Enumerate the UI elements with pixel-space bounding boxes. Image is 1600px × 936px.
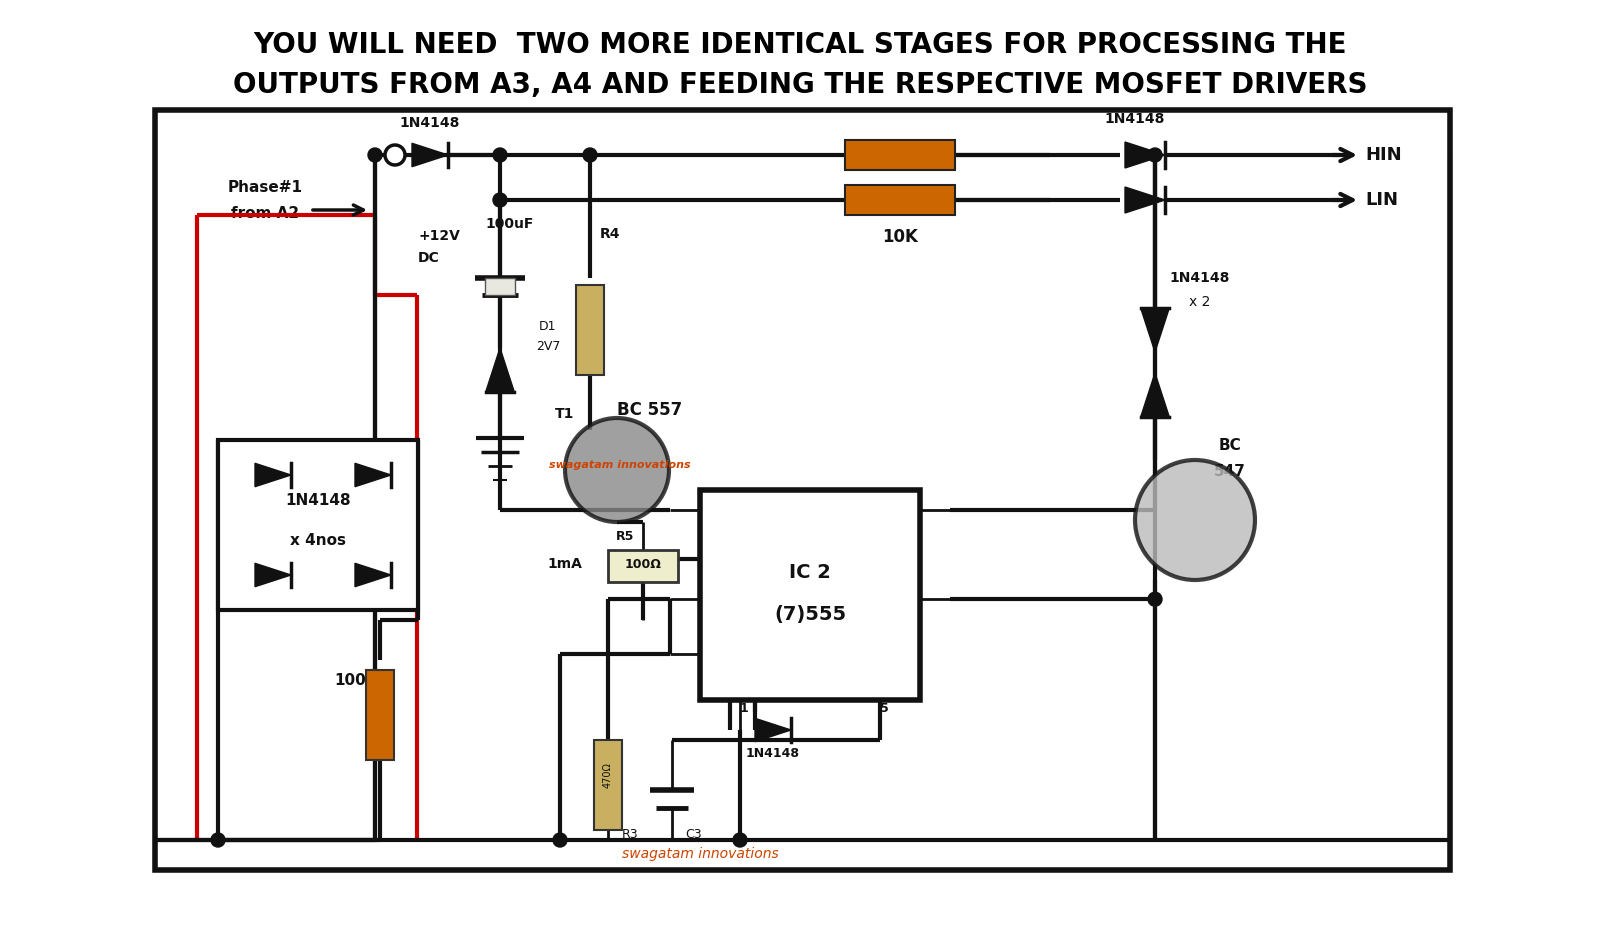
Text: 1mA: 1mA: [547, 557, 582, 571]
Text: 10K: 10K: [882, 183, 918, 201]
Polygon shape: [355, 563, 390, 587]
Text: 8: 8: [902, 492, 910, 505]
Polygon shape: [486, 348, 514, 392]
Text: swagatam innovations: swagatam innovations: [549, 460, 691, 470]
Text: 2V7: 2V7: [536, 340, 560, 353]
Text: YOU WILL NEED  TWO MORE IDENTICAL STAGES FOR PROCESSING THE: YOU WILL NEED TWO MORE IDENTICAL STAGES …: [253, 31, 1347, 59]
Bar: [845, 185, 955, 215]
Text: 1N4148: 1N4148: [1170, 271, 1230, 285]
Text: x 4nos: x 4nos: [290, 534, 346, 548]
Text: 100Ω: 100Ω: [624, 558, 661, 571]
Text: 4: 4: [707, 492, 717, 505]
Bar: [155, 110, 1450, 870]
Text: Phase#1: Phase#1: [227, 180, 302, 195]
Circle shape: [1134, 460, 1254, 580]
Circle shape: [211, 833, 226, 847]
Text: BC 557: BC 557: [618, 401, 683, 419]
Polygon shape: [1141, 308, 1170, 352]
Text: DC: DC: [418, 251, 440, 265]
Text: 1N4148: 1N4148: [746, 747, 800, 760]
Text: R4: R4: [600, 227, 621, 241]
Polygon shape: [1125, 142, 1165, 168]
Circle shape: [582, 148, 597, 162]
Text: T1: T1: [555, 407, 574, 421]
Bar: [594, 740, 622, 830]
Text: 1N4148: 1N4148: [285, 492, 350, 507]
Text: OUTPUTS FROM A3, A4 AND FEEDING THE RESPECTIVE MOSFET DRIVERS: OUTPUTS FROM A3, A4 AND FEEDING THE RESP…: [232, 71, 1368, 99]
Bar: [701, 490, 920, 700]
Text: 547: 547: [1214, 464, 1246, 479]
Polygon shape: [355, 463, 390, 487]
Polygon shape: [755, 718, 790, 741]
Text: x 2: x 2: [1189, 295, 1211, 309]
Polygon shape: [1125, 187, 1165, 213]
Text: R3: R3: [622, 828, 638, 841]
Circle shape: [386, 145, 405, 165]
Text: from A2: from A2: [230, 206, 299, 221]
Text: swagatam innovations: swagatam innovations: [622, 847, 778, 861]
Text: HIN: HIN: [1365, 146, 1402, 164]
Circle shape: [1149, 148, 1162, 162]
Text: 6: 6: [707, 579, 717, 592]
Bar: [366, 670, 394, 760]
Circle shape: [1149, 592, 1162, 607]
Text: D1: D1: [539, 320, 557, 333]
Circle shape: [733, 833, 747, 847]
Text: 7: 7: [707, 539, 717, 552]
Bar: [218, 440, 418, 610]
Text: 2: 2: [707, 634, 717, 647]
Circle shape: [565, 418, 669, 522]
Text: R5: R5: [616, 530, 634, 543]
Text: +12V: +12V: [418, 229, 459, 243]
Text: LIN: LIN: [1365, 191, 1398, 209]
Polygon shape: [1141, 373, 1170, 417]
Circle shape: [493, 148, 507, 162]
Text: 5: 5: [880, 702, 888, 715]
Text: 470Ω: 470Ω: [603, 762, 613, 788]
Text: IC 2: IC 2: [789, 563, 830, 582]
Text: C3: C3: [686, 828, 702, 841]
Text: 3: 3: [902, 579, 910, 592]
Text: 100uF: 100uF: [486, 217, 534, 231]
Text: 100k: 100k: [334, 673, 376, 688]
Text: (7)555: (7)555: [774, 606, 846, 624]
Text: 1N4148: 1N4148: [400, 116, 461, 130]
Circle shape: [493, 193, 507, 207]
Bar: [845, 140, 955, 170]
Polygon shape: [413, 143, 448, 167]
Text: BC: BC: [1219, 438, 1242, 453]
Polygon shape: [254, 563, 291, 587]
Circle shape: [554, 833, 566, 847]
Text: 10K: 10K: [882, 228, 918, 246]
Bar: [608, 550, 678, 582]
Text: 1N4148: 1N4148: [1106, 112, 1165, 126]
Bar: [576, 285, 605, 375]
Polygon shape: [254, 463, 291, 487]
Circle shape: [368, 148, 382, 162]
Text: 1: 1: [739, 702, 749, 715]
Bar: [485, 278, 515, 295]
